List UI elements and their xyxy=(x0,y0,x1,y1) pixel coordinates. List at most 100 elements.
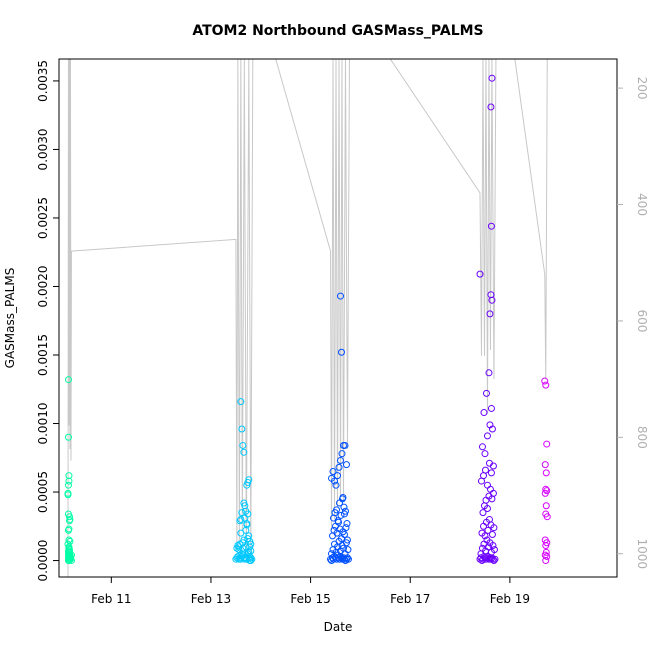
data-point xyxy=(65,551,73,559)
data-point xyxy=(486,310,494,318)
data-point xyxy=(340,510,348,518)
x-tick-label: Feb 11 xyxy=(91,592,131,606)
flight-track-layer xyxy=(67,59,548,577)
x-tick-label: Feb 13 xyxy=(191,592,231,606)
data-point xyxy=(244,535,252,543)
data-point xyxy=(541,461,549,469)
data-point xyxy=(66,555,74,563)
data-point xyxy=(64,547,72,555)
series-5 xyxy=(541,377,551,565)
data-point xyxy=(483,504,491,512)
chart-title: ATOM2 Northbound GASMass_PALMS xyxy=(192,23,483,39)
data-point xyxy=(238,509,246,517)
data-point xyxy=(482,389,490,397)
data-point xyxy=(489,541,497,549)
data-point xyxy=(481,450,489,458)
data-point xyxy=(237,398,245,406)
data-point xyxy=(344,555,352,563)
data-point xyxy=(65,554,73,562)
data-point xyxy=(333,506,341,514)
right-tick-label: 200 xyxy=(635,77,649,100)
x-tick-label: Feb 15 xyxy=(290,592,330,606)
data-point xyxy=(488,425,496,433)
data-point xyxy=(241,550,249,558)
data-point xyxy=(487,222,495,230)
data-point xyxy=(479,509,487,517)
data-point xyxy=(237,515,245,523)
data-point xyxy=(337,348,345,356)
data-point xyxy=(336,292,344,300)
data-point xyxy=(328,550,336,558)
y-tick-label: 0.0035 xyxy=(36,60,50,102)
data-point xyxy=(338,450,346,458)
data-point xyxy=(543,552,551,560)
y-tick-label: 0.0020 xyxy=(36,265,50,307)
data-point xyxy=(490,546,498,554)
data-point xyxy=(491,555,499,563)
data-point xyxy=(332,481,340,489)
y-tick-label: 0.0000 xyxy=(36,540,50,582)
data-point xyxy=(334,517,342,525)
data-point xyxy=(489,555,497,563)
data-point xyxy=(245,548,253,556)
data-point xyxy=(343,536,351,544)
data-point xyxy=(488,296,496,304)
data-point xyxy=(64,555,72,563)
scatter-points-layer xyxy=(64,74,551,565)
y-axis-label: GASMass_PALMS xyxy=(3,268,17,369)
data-point xyxy=(242,507,250,515)
series-1 xyxy=(64,376,75,565)
flight-track-line xyxy=(67,59,548,577)
data-point xyxy=(247,547,255,555)
data-point xyxy=(543,440,551,448)
data-point xyxy=(342,524,350,532)
data-point xyxy=(64,376,72,384)
data-point xyxy=(344,546,352,554)
right-tick-label: 1000 xyxy=(635,538,649,569)
data-point xyxy=(248,555,256,563)
data-point xyxy=(342,461,350,469)
data-point xyxy=(64,481,72,489)
data-point xyxy=(233,554,241,562)
right-tick-label: 400 xyxy=(635,193,649,216)
data-point xyxy=(542,541,550,549)
series-2 xyxy=(232,398,256,565)
data-point xyxy=(487,404,495,412)
data-point xyxy=(240,448,248,456)
data-point xyxy=(329,467,337,475)
data-point xyxy=(481,466,489,474)
data-point xyxy=(481,532,489,540)
data-point xyxy=(484,543,492,551)
data-point xyxy=(489,489,497,497)
data-point xyxy=(484,526,492,534)
data-point xyxy=(65,536,73,544)
x-axis-label: Date xyxy=(324,620,353,634)
plot-frame xyxy=(58,58,618,578)
data-point xyxy=(480,409,488,417)
y-tick-label: 0.0010 xyxy=(36,403,50,445)
data-point xyxy=(236,517,244,525)
data-point xyxy=(478,443,486,451)
data-point xyxy=(486,485,494,493)
data-point xyxy=(483,481,491,489)
right-tick-label: 800 xyxy=(635,426,649,449)
data-point xyxy=(541,489,549,497)
data-point xyxy=(541,377,549,385)
data-point xyxy=(64,433,72,441)
data-point xyxy=(542,485,550,493)
data-point xyxy=(243,521,251,529)
data-point xyxy=(339,494,347,502)
data-point xyxy=(65,517,73,525)
data-point xyxy=(247,557,255,565)
data-point xyxy=(542,469,550,477)
x-tick-label: Feb 19 xyxy=(490,592,530,606)
data-point xyxy=(336,457,344,465)
y-tick-label: 0.0005 xyxy=(36,471,50,513)
data-point xyxy=(341,441,349,449)
data-point xyxy=(542,557,550,565)
right-tick-label: 600 xyxy=(635,309,649,332)
data-point xyxy=(334,472,341,480)
data-point xyxy=(238,425,246,433)
data-point xyxy=(65,477,73,485)
data-point xyxy=(331,477,339,485)
